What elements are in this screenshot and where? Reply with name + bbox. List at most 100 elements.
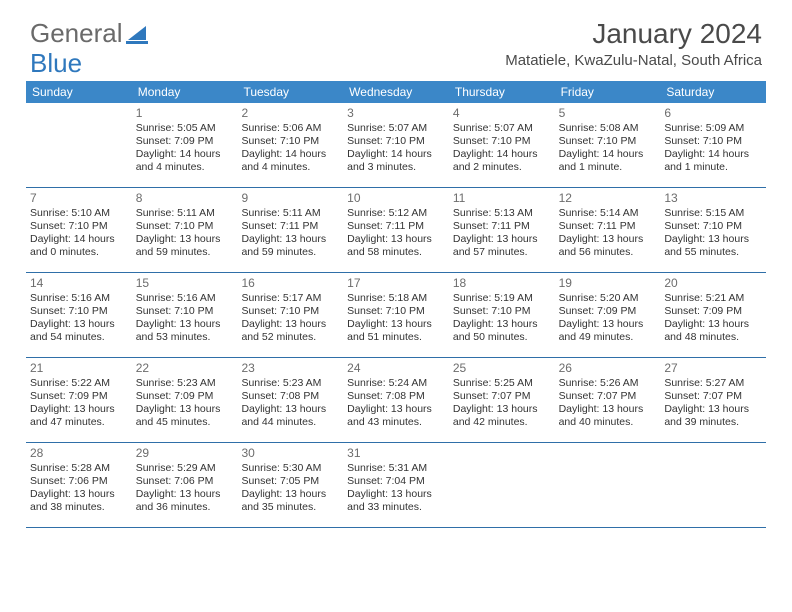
day-cell-empty [26, 103, 132, 187]
day-cell-empty [449, 443, 555, 527]
sunrise-text: Sunrise: 5:26 AM [559, 377, 657, 390]
sunset-text: Sunset: 7:09 PM [136, 390, 234, 403]
day-cell: 11Sunrise: 5:13 AMSunset: 7:11 PMDayligh… [449, 188, 555, 272]
sunrise-text: Sunrise: 5:13 AM [453, 207, 551, 220]
sunset-text: Sunset: 7:10 PM [347, 305, 445, 318]
sunset-text: Sunset: 7:08 PM [347, 390, 445, 403]
day-number: 27 [664, 361, 762, 376]
sunrise-text: Sunrise: 5:16 AM [30, 292, 128, 305]
sunrise-text: Sunrise: 5:17 AM [241, 292, 339, 305]
sunrise-text: Sunrise: 5:22 AM [30, 377, 128, 390]
sunrise-text: Sunrise: 5:07 AM [347, 122, 445, 135]
day-number: 20 [664, 276, 762, 291]
sunset-text: Sunset: 7:07 PM [453, 390, 551, 403]
day-number: 25 [453, 361, 551, 376]
daylight-text: and 36 minutes. [136, 501, 234, 514]
daylight-text: and 59 minutes. [241, 246, 339, 259]
day-cell: 16Sunrise: 5:17 AMSunset: 7:10 PMDayligh… [237, 273, 343, 357]
day-cell: 6Sunrise: 5:09 AMSunset: 7:10 PMDaylight… [660, 103, 766, 187]
daylight-text: Daylight: 13 hours [30, 488, 128, 501]
day-number: 2 [241, 106, 339, 121]
sunset-text: Sunset: 7:09 PM [559, 305, 657, 318]
daylight-text: Daylight: 13 hours [136, 233, 234, 246]
sunrise-text: Sunrise: 5:28 AM [30, 462, 128, 475]
title-block: January 2024 Matatiele, KwaZulu-Natal, S… [505, 18, 762, 69]
daylight-text: Daylight: 14 hours [559, 148, 657, 161]
sunset-text: Sunset: 7:10 PM [664, 135, 762, 148]
day-cell: 21Sunrise: 5:22 AMSunset: 7:09 PMDayligh… [26, 358, 132, 442]
day-cell: 1Sunrise: 5:05 AMSunset: 7:09 PMDaylight… [132, 103, 238, 187]
daylight-text: Daylight: 13 hours [664, 233, 762, 246]
sunrise-text: Sunrise: 5:21 AM [664, 292, 762, 305]
sunset-text: Sunset: 7:10 PM [136, 220, 234, 233]
day-cell: 10Sunrise: 5:12 AMSunset: 7:11 PMDayligh… [343, 188, 449, 272]
sunrise-text: Sunrise: 5:31 AM [347, 462, 445, 475]
day-number: 7 [30, 191, 128, 206]
day-cell: 20Sunrise: 5:21 AMSunset: 7:09 PMDayligh… [660, 273, 766, 357]
sunset-text: Sunset: 7:06 PM [136, 475, 234, 488]
day-number: 1 [136, 106, 234, 121]
day-number: 16 [241, 276, 339, 291]
day-cell: 25Sunrise: 5:25 AMSunset: 7:07 PMDayligh… [449, 358, 555, 442]
daylight-text: and 39 minutes. [664, 416, 762, 429]
day-cell: 3Sunrise: 5:07 AMSunset: 7:10 PMDaylight… [343, 103, 449, 187]
day-number: 10 [347, 191, 445, 206]
day-number: 30 [241, 446, 339, 461]
daylight-text: Daylight: 14 hours [30, 233, 128, 246]
day-cell: 26Sunrise: 5:26 AMSunset: 7:07 PMDayligh… [555, 358, 661, 442]
sunset-text: Sunset: 7:10 PM [453, 135, 551, 148]
sunset-text: Sunset: 7:06 PM [30, 475, 128, 488]
day-number: 22 [136, 361, 234, 376]
daylight-text: and 33 minutes. [347, 501, 445, 514]
sunrise-text: Sunrise: 5:25 AM [453, 377, 551, 390]
day-cell: 9Sunrise: 5:11 AMSunset: 7:11 PMDaylight… [237, 188, 343, 272]
sunset-text: Sunset: 7:10 PM [453, 305, 551, 318]
day-cell: 4Sunrise: 5:07 AMSunset: 7:10 PMDaylight… [449, 103, 555, 187]
day-cell: 29Sunrise: 5:29 AMSunset: 7:06 PMDayligh… [132, 443, 238, 527]
day-cell-empty [660, 443, 766, 527]
day-cell: 22Sunrise: 5:23 AMSunset: 7:09 PMDayligh… [132, 358, 238, 442]
dow-tuesday: Tuesday [237, 81, 343, 103]
sunset-text: Sunset: 7:09 PM [664, 305, 762, 318]
daylight-text: and 53 minutes. [136, 331, 234, 344]
day-number: 21 [30, 361, 128, 376]
daylight-text: and 45 minutes. [136, 416, 234, 429]
week-row: 7Sunrise: 5:10 AMSunset: 7:10 PMDaylight… [26, 188, 766, 273]
dow-monday: Monday [132, 81, 238, 103]
day-cell: 7Sunrise: 5:10 AMSunset: 7:10 PMDaylight… [26, 188, 132, 272]
sunset-text: Sunset: 7:04 PM [347, 475, 445, 488]
logo: General [30, 18, 148, 49]
day-cell: 28Sunrise: 5:28 AMSunset: 7:06 PMDayligh… [26, 443, 132, 527]
daylight-text: and 44 minutes. [241, 416, 339, 429]
sunrise-text: Sunrise: 5:10 AM [30, 207, 128, 220]
day-cell: 12Sunrise: 5:14 AMSunset: 7:11 PMDayligh… [555, 188, 661, 272]
sunset-text: Sunset: 7:11 PM [453, 220, 551, 233]
daylight-text: and 1 minute. [664, 161, 762, 174]
day-cell: 5Sunrise: 5:08 AMSunset: 7:10 PMDaylight… [555, 103, 661, 187]
day-cell: 15Sunrise: 5:16 AMSunset: 7:10 PMDayligh… [132, 273, 238, 357]
sunset-text: Sunset: 7:08 PM [241, 390, 339, 403]
daylight-text: and 55 minutes. [664, 246, 762, 259]
sunset-text: Sunset: 7:10 PM [241, 305, 339, 318]
daylight-text: and 51 minutes. [347, 331, 445, 344]
day-number: 9 [241, 191, 339, 206]
week-row: 14Sunrise: 5:16 AMSunset: 7:10 PMDayligh… [26, 273, 766, 358]
sunrise-text: Sunrise: 5:19 AM [453, 292, 551, 305]
day-number: 26 [559, 361, 657, 376]
day-number: 5 [559, 106, 657, 121]
sunrise-text: Sunrise: 5:18 AM [347, 292, 445, 305]
daylight-text: Daylight: 13 hours [241, 403, 339, 416]
day-cell: 27Sunrise: 5:27 AMSunset: 7:07 PMDayligh… [660, 358, 766, 442]
logo-text-2: Blue [30, 48, 82, 79]
sunset-text: Sunset: 7:10 PM [559, 135, 657, 148]
daylight-text: and 52 minutes. [241, 331, 339, 344]
dow-sunday: Sunday [26, 81, 132, 103]
sunset-text: Sunset: 7:05 PM [241, 475, 339, 488]
daylight-text: and 59 minutes. [136, 246, 234, 259]
day-cell: 24Sunrise: 5:24 AMSunset: 7:08 PMDayligh… [343, 358, 449, 442]
sunset-text: Sunset: 7:09 PM [136, 135, 234, 148]
day-number: 17 [347, 276, 445, 291]
sunset-text: Sunset: 7:11 PM [559, 220, 657, 233]
day-cell: 13Sunrise: 5:15 AMSunset: 7:10 PMDayligh… [660, 188, 766, 272]
daylight-text: Daylight: 14 hours [136, 148, 234, 161]
